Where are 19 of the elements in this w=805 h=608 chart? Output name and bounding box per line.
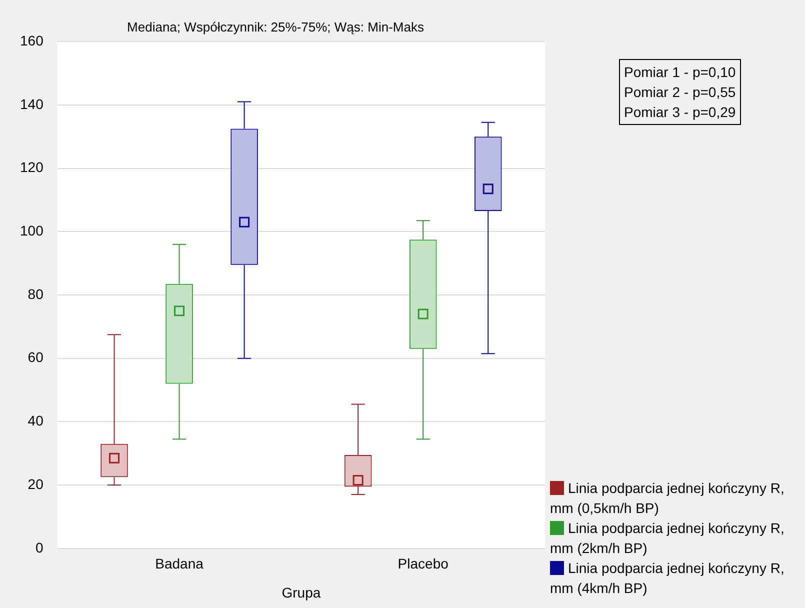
text: Pomiar 1 - p=0,10 [624, 63, 736, 82]
chart-title: Mediana; Współczynnik: 25%-75%; Wąs: Min-Maks [127, 19, 424, 34]
y-tick-label: 160 [20, 32, 44, 48]
y-tick-label: 120 [20, 159, 44, 176]
y-tick-label: 40 [28, 412, 44, 429]
text: Pomiar 3 - p=0,29 [624, 103, 736, 122]
y-tick-label: 80 [28, 286, 44, 302]
y-tick-label: 20 [28, 476, 44, 492]
legend-label: Linia podparcia jednej kończyny R, mm (4km/h BP) [550, 559, 786, 598]
legend-label: Linia podparcia jednej kończyny R, mm (2km/h BP) [550, 519, 786, 558]
x-axis-title: Grupa [282, 584, 321, 600]
x-tick-label: Placebo [398, 556, 449, 572]
y-tick-label: 140 [20, 96, 44, 112]
y-tick-label: 0 [36, 539, 44, 556]
legend-label: Linia podparcia jednej kończyny R, mm (0,5km/h BP) [550, 479, 786, 518]
y-tick-label: 60 [28, 349, 44, 366]
text: Pomiar 2 - p=0,55 [624, 83, 736, 102]
x-tick-label: Badana [155, 556, 204, 572]
y-tick-label: 100 [20, 222, 44, 239]
